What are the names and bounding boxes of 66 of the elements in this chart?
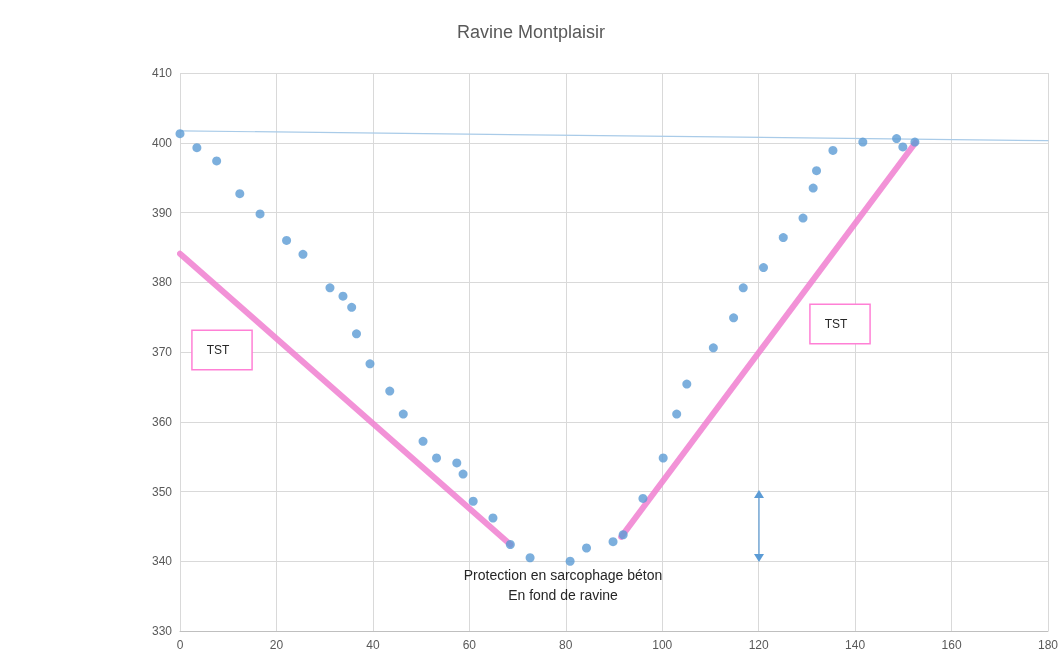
x-tick-label: 60 <box>462 638 477 652</box>
point <box>365 359 375 369</box>
point <box>488 513 498 523</box>
y-tick-label: 400 <box>151 135 173 150</box>
point <box>255 209 265 219</box>
point <box>452 458 462 468</box>
point <box>812 166 822 176</box>
point <box>282 235 292 245</box>
point <box>338 291 348 301</box>
point <box>582 543 592 553</box>
y-tick-label: 340 <box>151 554 173 569</box>
x-tick-label: 180 <box>1037 638 1059 652</box>
y-tick-label: 370 <box>151 345 173 359</box>
point <box>798 213 808 223</box>
y-tick-label: 360 <box>151 414 173 429</box>
annotation: TST <box>824 317 848 331</box>
point <box>468 496 478 506</box>
x-tick-label: 40 <box>366 638 380 652</box>
point <box>432 453 442 463</box>
point <box>898 142 908 152</box>
point <box>708 343 718 353</box>
point <box>458 469 468 479</box>
point <box>398 409 408 419</box>
point <box>565 556 575 566</box>
x-tick-label: 120 <box>748 638 769 652</box>
point <box>682 379 692 389</box>
x-tick-label: 80 <box>559 638 573 652</box>
y-tick-label: 390 <box>151 205 173 220</box>
y-tick-label: 380 <box>151 275 173 290</box>
point <box>618 530 628 540</box>
point <box>298 249 308 259</box>
point <box>759 263 768 273</box>
point <box>658 453 668 463</box>
point <box>175 129 185 139</box>
point <box>778 233 788 243</box>
point <box>385 386 395 396</box>
point <box>192 143 202 153</box>
y-tick-label: 410 <box>151 66 173 80</box>
y-tick-label: 330 <box>151 624 173 638</box>
y-tick-label: 350 <box>151 484 173 499</box>
point <box>525 553 535 563</box>
x-tick-label: 160 <box>941 638 962 652</box>
point <box>828 145 838 155</box>
point <box>808 183 818 193</box>
point <box>729 313 739 323</box>
chart-title: Ravine Montplaisir <box>456 22 606 42</box>
point <box>418 436 428 446</box>
point <box>347 302 357 312</box>
point <box>738 283 748 293</box>
annotation: Protection en sarcophage béton En fond de ravine <box>463 567 663 603</box>
point <box>352 329 361 339</box>
point <box>505 540 515 550</box>
point <box>910 137 920 147</box>
point <box>858 137 868 147</box>
point <box>638 493 648 503</box>
x-tick-label: 20 <box>269 638 284 652</box>
point <box>608 537 618 547</box>
point <box>235 189 245 199</box>
point <box>212 156 222 166</box>
point <box>325 283 335 293</box>
annotation: TST <box>206 343 230 357</box>
point <box>672 409 682 419</box>
point <box>892 134 902 144</box>
x-tick-label: 0 <box>176 638 184 652</box>
x-tick-label: 140 <box>845 638 866 652</box>
x-tick-label: 100 <box>652 638 673 652</box>
